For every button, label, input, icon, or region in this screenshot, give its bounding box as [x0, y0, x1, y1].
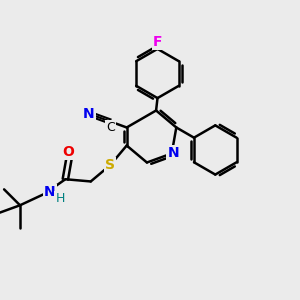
Text: N: N — [167, 146, 179, 161]
Text: N: N — [44, 185, 56, 200]
Text: H: H — [56, 192, 65, 205]
Text: C: C — [106, 122, 115, 134]
Text: S: S — [105, 158, 115, 172]
Text: F: F — [153, 35, 162, 49]
Text: O: O — [62, 145, 74, 159]
Text: N: N — [83, 107, 95, 121]
